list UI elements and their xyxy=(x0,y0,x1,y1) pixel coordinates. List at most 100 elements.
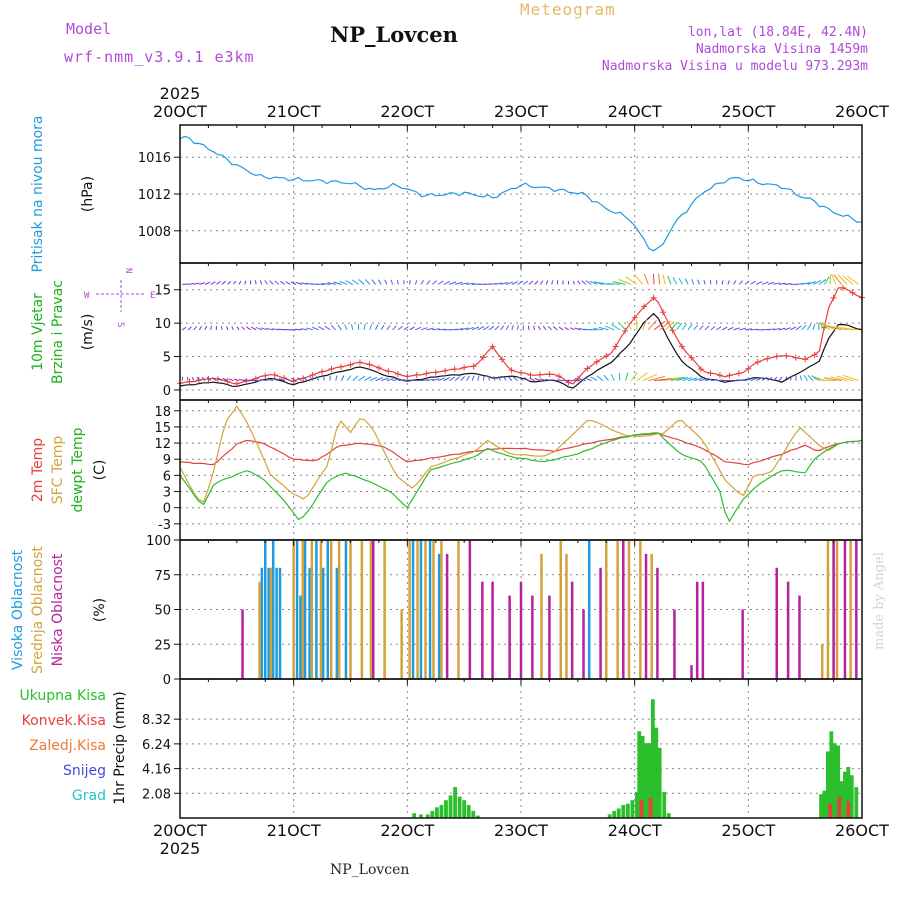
clouds-bar xyxy=(292,540,295,679)
wind-arrow xyxy=(528,280,534,285)
wind-arrow xyxy=(618,373,621,381)
wind-arrow xyxy=(756,281,763,285)
wind-arrow xyxy=(386,325,391,331)
precip-bar xyxy=(828,803,833,818)
precip-bar xyxy=(832,743,837,818)
wind-arrow xyxy=(799,375,803,381)
wind-ytick-label: 15 xyxy=(154,284,171,299)
wind-arrow xyxy=(721,326,728,331)
x-tick-label-top: 22OCT xyxy=(380,102,434,121)
temperature-series-2m-temp xyxy=(179,432,863,466)
wind-legend-cross xyxy=(96,280,146,312)
wind-gust-marker xyxy=(271,372,278,379)
x-tick-label-bottom: 25OCT xyxy=(721,821,775,840)
wind-arrow xyxy=(693,377,703,382)
wind-arrow xyxy=(681,323,687,331)
wind-arrow xyxy=(390,279,394,285)
wind-arrow xyxy=(744,328,752,331)
wind-arrow xyxy=(222,377,228,382)
precip-bar xyxy=(607,814,612,818)
wind-arrow xyxy=(578,378,586,382)
wind-gust-marker xyxy=(423,370,430,377)
clouds-bar xyxy=(416,540,419,679)
wind-ytick-label: 5 xyxy=(163,351,171,366)
precip-bar xyxy=(475,815,480,818)
wind-gust-marker xyxy=(356,359,363,366)
precip-bar xyxy=(829,731,834,818)
clouds-bar xyxy=(559,540,563,679)
wind-arrow xyxy=(335,375,338,381)
wind-arrow xyxy=(233,378,240,382)
clouds-bar xyxy=(371,540,375,679)
wind-arrow xyxy=(662,274,666,285)
wind-gust-marker xyxy=(527,372,534,379)
wind-arrow xyxy=(581,280,587,285)
precip-bar xyxy=(453,787,457,818)
wind-arrow xyxy=(756,377,763,382)
wind-arrow xyxy=(460,375,466,381)
wind-arrow xyxy=(460,282,469,285)
wind-legend-s: S xyxy=(115,322,125,327)
precip-bar xyxy=(419,814,423,818)
clouds-bar xyxy=(269,567,273,679)
wind-arrow xyxy=(210,325,212,330)
wind-arrow xyxy=(505,325,510,331)
panel-pressure-ylabel: (hPa) xyxy=(80,176,96,212)
wind-arrow xyxy=(236,326,240,331)
wind-gust-marker xyxy=(518,369,524,376)
wind-arrow xyxy=(572,280,575,285)
wind-arrow xyxy=(454,376,461,382)
pressure-series-pritisak xyxy=(179,135,863,252)
clouds-bar xyxy=(843,540,847,679)
clouds-bar xyxy=(540,553,543,679)
wind-arrow xyxy=(380,324,385,331)
wind-arrow xyxy=(392,325,397,331)
wind-gust-marker xyxy=(385,368,392,375)
wind-gust-marker xyxy=(716,372,723,379)
wind-arrow xyxy=(542,325,547,331)
clouds-ytick-label: 100 xyxy=(146,534,171,549)
wind-legend-n: N xyxy=(123,268,133,273)
precip-bar xyxy=(425,814,430,818)
wind-arrow xyxy=(191,376,195,381)
wind-arrow xyxy=(193,326,197,331)
clouds-bar xyxy=(627,540,631,679)
wind-arrow xyxy=(238,280,242,285)
clouds-bar xyxy=(271,540,275,679)
wind-arrow xyxy=(539,378,547,382)
wind-gust-marker xyxy=(612,343,619,350)
wind-arrow xyxy=(807,281,816,285)
wind-arrow xyxy=(471,326,480,331)
wind-arrow xyxy=(443,377,450,382)
precip-ytick-label: 8.32 xyxy=(142,713,171,728)
wind-arrow xyxy=(303,376,308,381)
clouds-bar xyxy=(267,567,270,679)
wind-arrow xyxy=(231,326,234,331)
wind-arrow xyxy=(534,377,541,382)
clouds-bar xyxy=(337,540,341,679)
wind-arrow xyxy=(573,379,581,382)
wind-arrow xyxy=(375,324,379,331)
precip-bar xyxy=(644,743,648,818)
wind-arrow xyxy=(812,280,822,285)
clouds-bar xyxy=(424,540,427,679)
wind-gust-marker xyxy=(735,370,742,377)
wind-arrow xyxy=(634,274,644,285)
clouds-ytick-label: 50 xyxy=(154,604,171,619)
wind-gust-marker xyxy=(451,366,458,373)
wind-gust-marker xyxy=(707,370,714,377)
wind-gust-marker xyxy=(773,353,780,360)
wind-arrow xyxy=(340,375,345,381)
wind-arrow xyxy=(321,282,331,285)
temperature-ytick-label: 0 xyxy=(163,502,171,517)
wind-gust-marker xyxy=(186,378,193,385)
wind-arrow xyxy=(512,376,518,382)
clouds-bar xyxy=(741,609,744,679)
clouds-bar xyxy=(278,567,282,679)
wind-arrow xyxy=(518,376,524,382)
wind-arrow xyxy=(211,377,217,382)
precip-bar xyxy=(662,791,667,818)
panel-wind-ylabel: 10m Vjetar xyxy=(30,293,46,371)
